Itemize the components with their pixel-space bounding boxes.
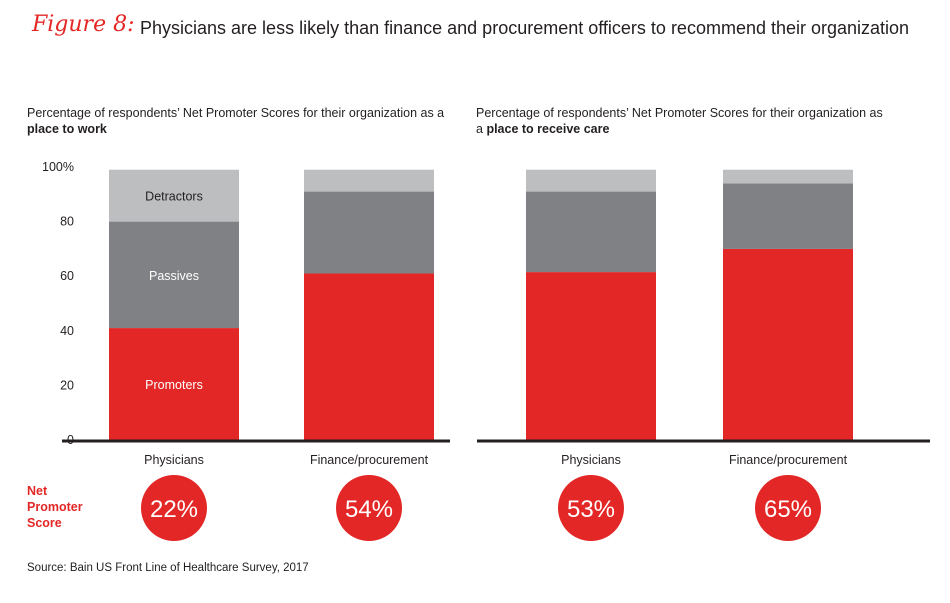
nps-value: 53% [567,496,615,523]
category-label: Finance/procurement [310,453,429,467]
bar-segment-work-physicians-2 [109,169,239,222]
category-label: Physicians [561,453,621,467]
nps-label-line-3: Score [27,516,62,530]
segment-label-detractors: Detractors [145,190,203,204]
figure-title: Physicians are less likely than finance … [140,18,910,38]
nps-label-line-1: Net [27,484,48,498]
bar-segment-work-finance-1 [304,191,434,274]
category-label: Finance/procurement [729,453,848,467]
y-tick-label: 0 [67,433,74,447]
nps-value: 22% [150,496,198,523]
bar-segment-care-finance-2 [723,169,853,184]
bar-segment-care-physicians-1 [526,191,656,273]
bar-segment-care-finance-1 [723,183,853,249]
right-subtitle-text: Percentage of respondents’ Net Promoter … [476,106,883,136]
nps-value: 54% [345,496,393,523]
figure-label: Figure 8: [32,12,135,37]
y-tick-label: 80 [60,215,74,229]
bar-segment-care-finance-0 [723,248,853,440]
net-promoter-score-label: Net Promoter Score [27,483,83,531]
category-label: Physicians [144,453,204,467]
bar-segment-work-physicians-1 [109,221,239,329]
nps-value: 65% [764,496,812,523]
y-tick-label: 20 [60,378,74,392]
bar-segment-work-physicians-0 [109,328,239,440]
y-tick-label: 60 [60,269,74,283]
y-tick-label: 100% [42,160,74,174]
source-note: Source: Bain US Front Line of Healthcare… [27,562,309,574]
bar-segment-work-finance-0 [304,273,434,440]
bar-segment-care-physicians-2 [526,169,656,192]
y-tick-label: 40 [60,324,74,338]
left-subtitle-bold: place to work [27,122,107,136]
nps-label-line-2: Promoter [27,500,83,514]
left-subtitle-text: Percentage of respondents’ Net Promoter … [27,106,445,120]
bar-segment-care-physicians-0 [526,272,656,440]
right-subtitle-bold: place to receive care [486,122,610,136]
nps-circle [558,475,624,541]
left-panel-subtitle: Percentage of respondents’ Net Promoter … [27,105,447,137]
nps-circle [336,475,402,541]
right-panel-subtitle: Percentage of respondents’ Net Promoter … [476,105,886,137]
segment-label-promoters: Promoters [145,378,203,392]
segment-label-passives: Passives [149,269,199,283]
nps-circle [141,475,207,541]
nps-circle [755,475,821,541]
bar-segment-work-finance-2 [304,169,434,192]
